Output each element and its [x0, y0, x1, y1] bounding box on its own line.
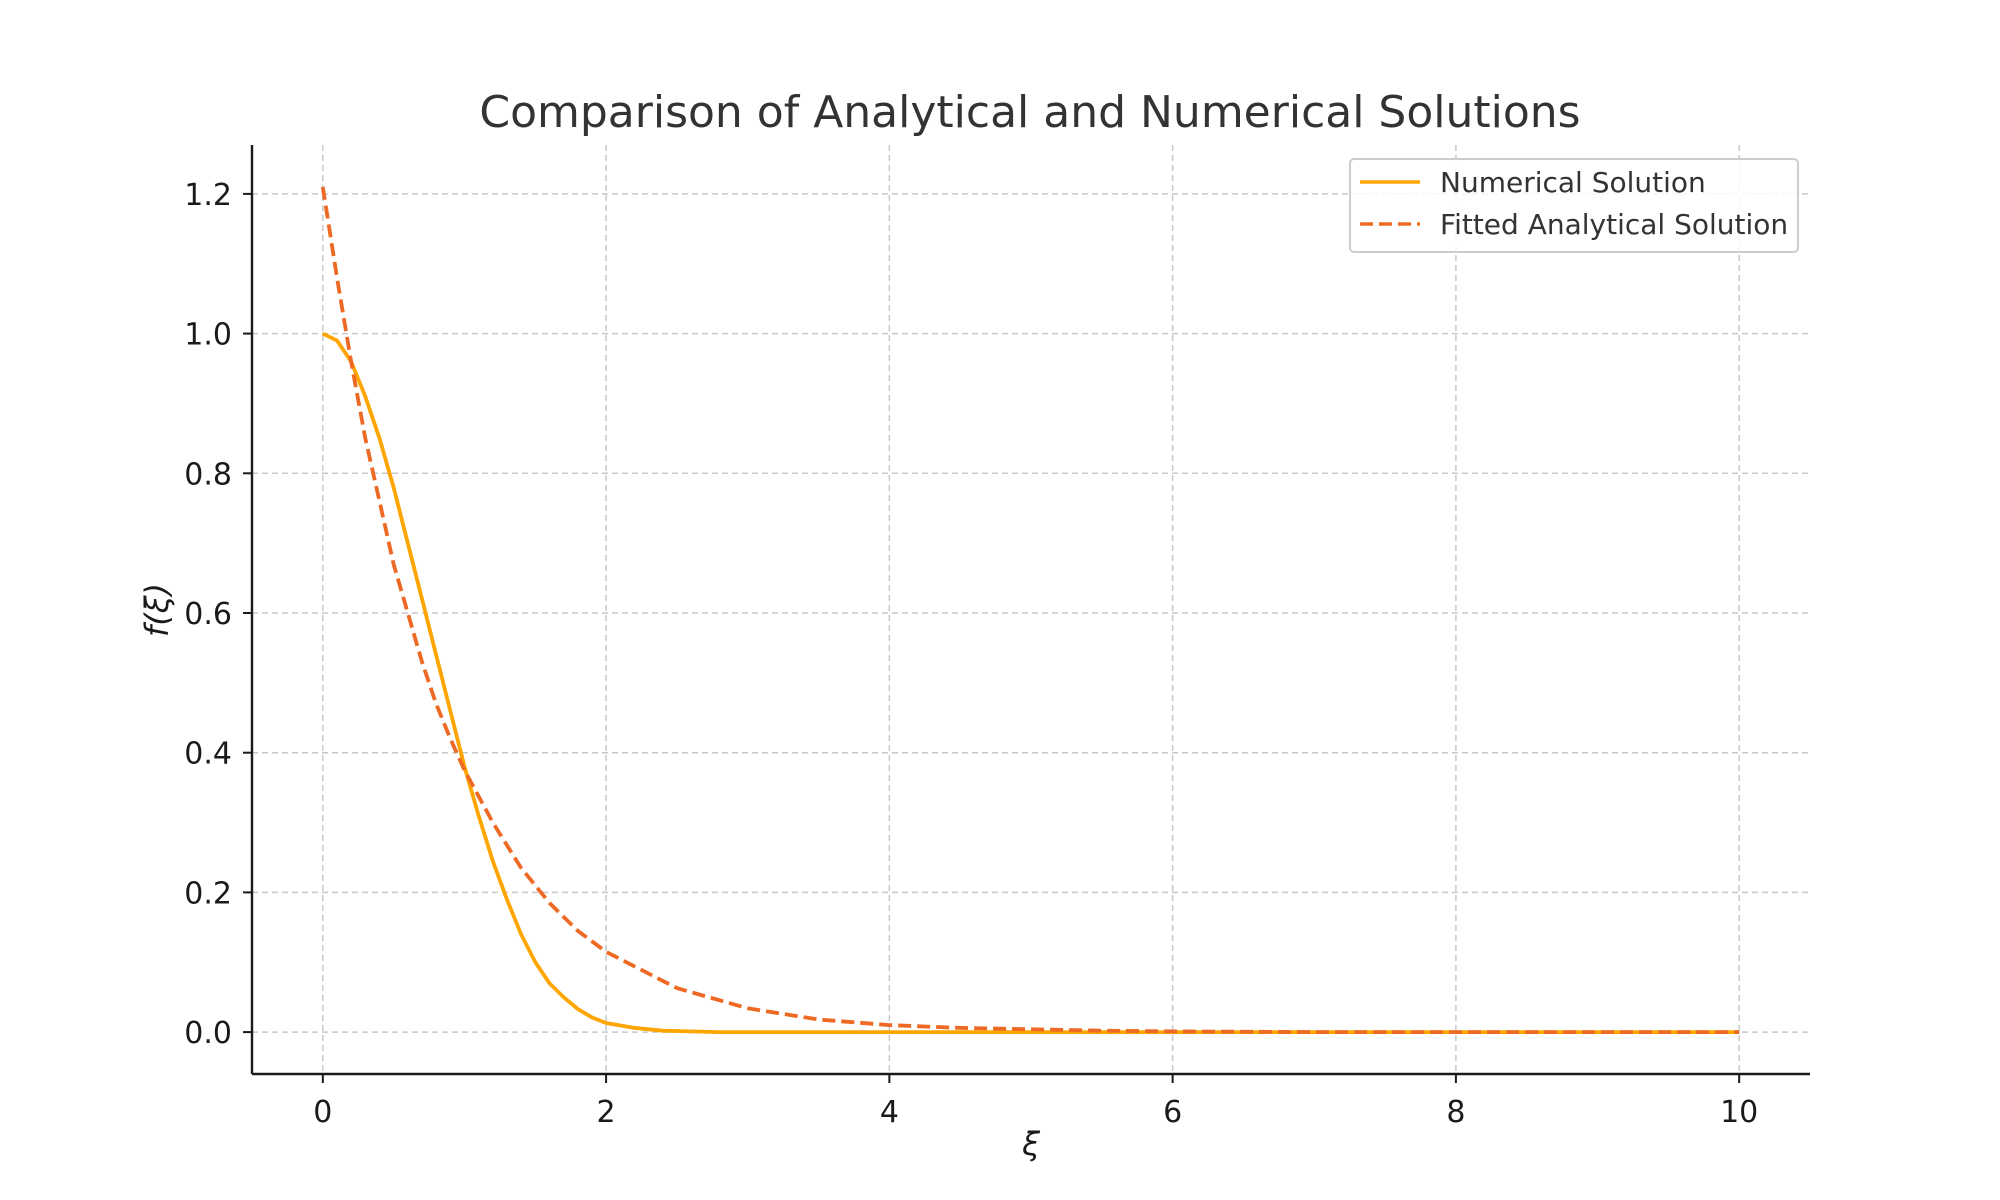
chart-title: Comparison of Analytical and Numerical S…	[479, 87, 1580, 138]
x-tick-label: 10	[1720, 1095, 1758, 1130]
x-tick-label: 4	[880, 1095, 899, 1130]
y-tick-label: 0.2	[184, 876, 232, 911]
legend: Numerical Solution Fitted Analytical Sol…	[1349, 158, 1799, 253]
x-tick-label: 8	[1446, 1095, 1465, 1130]
series-group	[320, 186, 1740, 1034]
x-axis-ticks: 0 2 4 6 8 10	[313, 1074, 1758, 1130]
y-tick-label: 0.8	[184, 457, 232, 492]
y-axis-ticks: 0.0 0.2 0.4 0.6 0.8 1.0 1.2	[184, 178, 252, 1051]
legend-label-numerical: Numerical Solution	[1440, 166, 1706, 199]
y-tick-label: 1.0	[184, 318, 232, 353]
x-tick-label: 2	[597, 1095, 616, 1130]
y-tick-label: 0.0	[184, 1016, 232, 1051]
x-tick-label: 6	[1163, 1095, 1182, 1130]
fitted-analytical-solution-line	[320, 186, 1740, 1034]
y-tick-label: 0.6	[184, 597, 232, 632]
x-axis-title: ξ	[1021, 1125, 1041, 1163]
grid	[252, 145, 1810, 1074]
legend-box	[1349, 158, 1799, 253]
y-axis-title: f(ξ)	[138, 583, 176, 637]
y-tick-label: 1.2	[184, 178, 232, 213]
numerical-solution-line	[321, 331, 1740, 1034]
y-tick-label: 0.4	[184, 737, 232, 772]
legend-label-analytical: Fitted Analytical Solution	[1440, 208, 1788, 241]
x-tick-label: 0	[313, 1095, 332, 1130]
